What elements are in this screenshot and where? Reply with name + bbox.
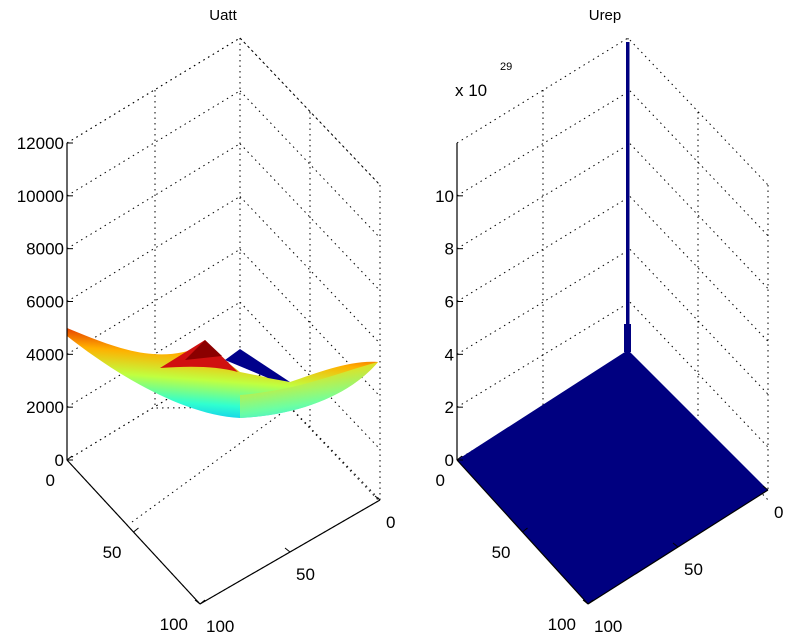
z-gridline [66, 248, 241, 355]
z-gridline [239, 143, 381, 292]
z-tick-label: 6 [445, 293, 454, 312]
x-tick-label: 0 [774, 503, 783, 522]
y-tick-mark [66, 455, 73, 461]
z-gridline [66, 301, 241, 408]
z-gridline [456, 90, 631, 197]
z-gridline [66, 143, 241, 250]
x-tick-label: 100 [206, 617, 234, 636]
z-tick-label: 0 [445, 451, 454, 470]
urep-exponent-label: x 10 [455, 81, 487, 100]
x-tick-mark [374, 495, 381, 501]
urep-plane [457, 350, 768, 604]
z-tick-label: 0 [55, 451, 64, 470]
urep-plot: 0 2 4 6 8 10 0 50 100 0 50 100 Urep x 10 29 [435, 7, 783, 636]
z-gridline [456, 196, 631, 302]
z-gridline [239, 37, 381, 186]
z-gridline [629, 301, 771, 450]
x-tick-mark [582, 599, 589, 605]
y-tick-label: 50 [492, 543, 511, 562]
z-gridline [629, 143, 771, 292]
z-gridline [66, 37, 241, 144]
y-tick-mark [133, 527, 139, 533]
y-tick-mark [522, 527, 528, 533]
y-tick-mark [456, 455, 463, 461]
z-gridline [66, 354, 241, 461]
x-tick-label: 50 [684, 560, 703, 579]
z-gridline [66, 196, 241, 302]
z-gridline [239, 248, 381, 397]
z-gridline [66, 90, 241, 197]
x-tick-label: 50 [296, 565, 315, 584]
y-tick-label: 50 [103, 543, 122, 562]
z-gridline [456, 301, 631, 408]
z-gridline [239, 301, 381, 450]
z-tick-label: 6000 [26, 293, 64, 312]
uatt-title: Uatt [209, 7, 237, 24]
z-tick-label: 8000 [26, 240, 64, 259]
uatt-plot: 0 2000 4000 6000 8000 10000 12000 0 50 100 0 50 100… [17, 7, 396, 636]
z-gridline [239, 196, 381, 344]
x-tick-mark [672, 542, 679, 548]
z-gridline [456, 143, 631, 250]
z-tick-label: 4 [445, 345, 454, 364]
y-tick-mark [587, 599, 594, 605]
uatt-surface [67, 328, 378, 418]
x-tick-mark [194, 599, 201, 605]
z-tick-label: 2 [445, 398, 454, 417]
urep-title: Urep [589, 7, 622, 24]
urep-exponent-power: 29 [500, 61, 512, 73]
uatt-blue-ridge [225, 349, 290, 382]
z-gridline [629, 196, 771, 344]
urep-spike [626, 42, 630, 350]
x-tick-label: 0 [386, 513, 395, 532]
y-tick-label: 0 [436, 471, 445, 490]
z-tick-label: 10000 [17, 187, 64, 206]
z-gridline [239, 90, 381, 239]
y-tick-label: 100 [548, 615, 576, 634]
y-tick-label: 100 [160, 615, 188, 634]
z-tick-label: 10 [435, 187, 454, 206]
y-tick-label: 0 [46, 471, 55, 490]
z-gridline [629, 248, 771, 397]
z-gridline [456, 248, 631, 355]
z-tick-label: 2000 [26, 398, 64, 417]
z-tick-label: 8 [445, 240, 454, 259]
z-gridline [629, 90, 771, 239]
x-tick-mark [762, 485, 769, 491]
z-tick-label: 4000 [26, 345, 64, 364]
x-tick-mark [284, 547, 291, 553]
y-tick-mark [199, 599, 206, 605]
z-tick-label: 12000 [17, 134, 64, 153]
urep-spike-base [624, 324, 631, 352]
uatt-grid [66, 37, 381, 605]
x-tick-label: 100 [594, 617, 622, 636]
